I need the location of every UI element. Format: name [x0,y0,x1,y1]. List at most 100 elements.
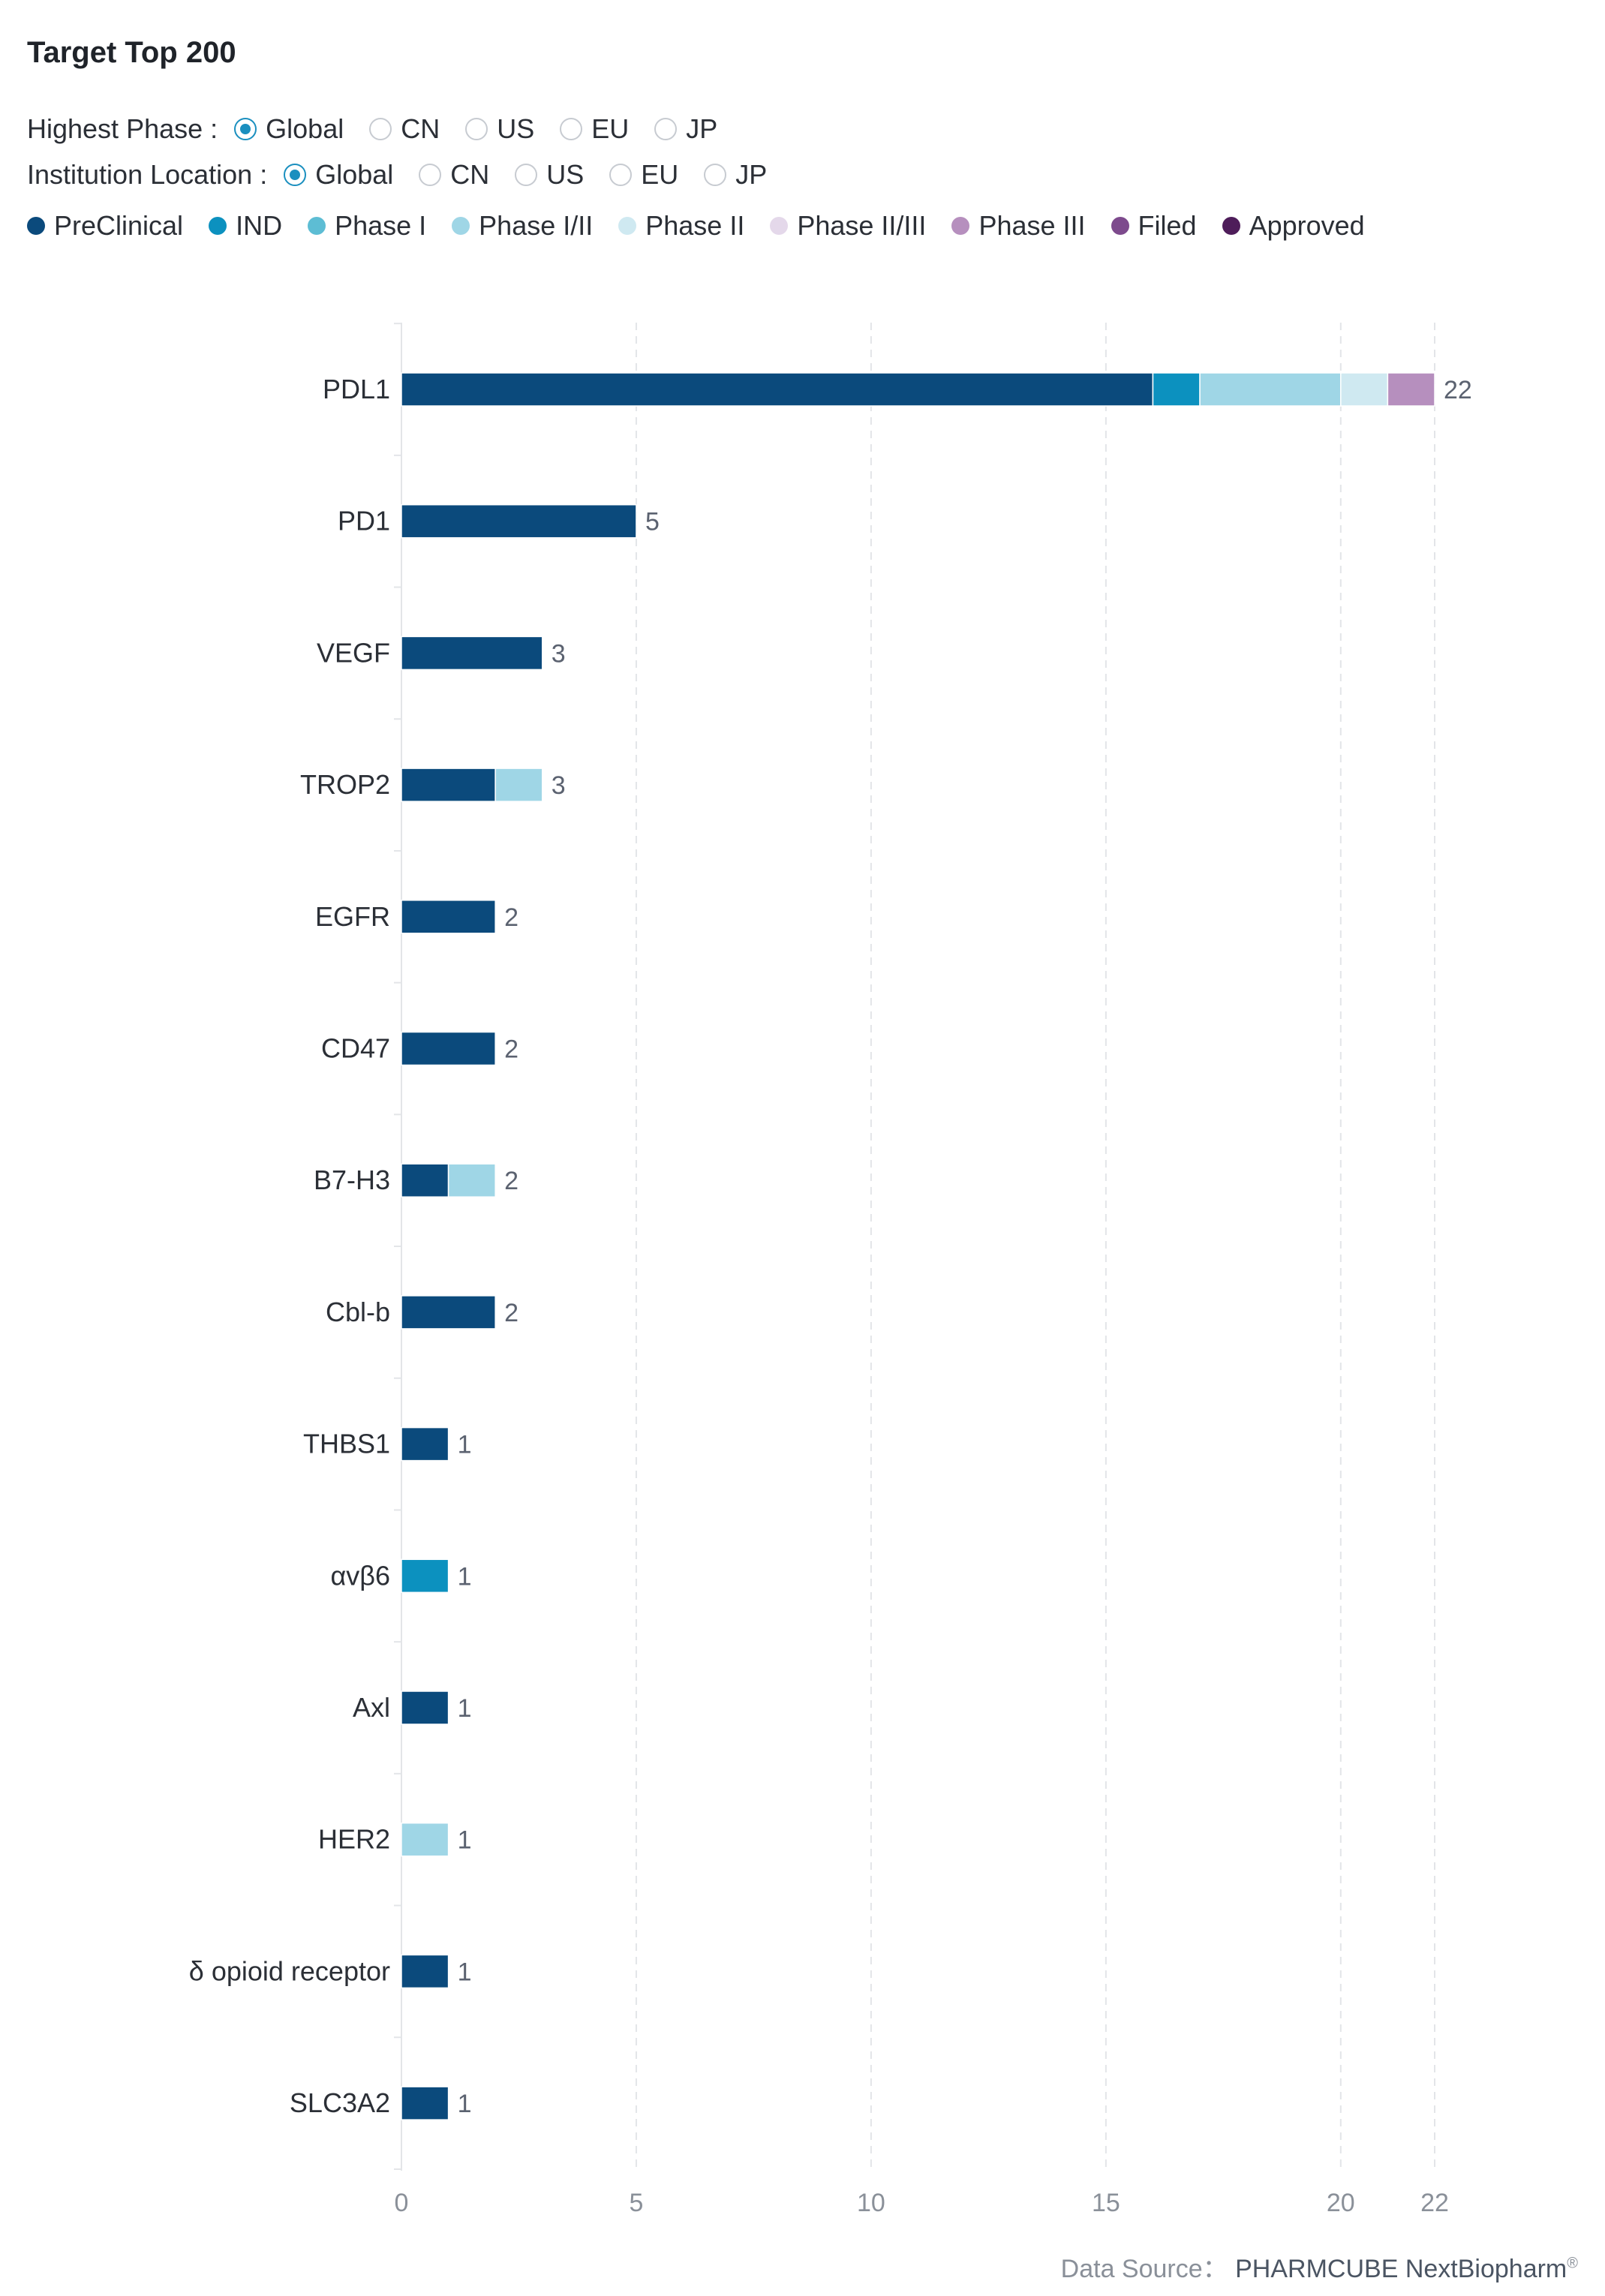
institution-location-option-global[interactable]: Global [284,159,393,191]
category-label: TROP2 [300,769,390,800]
category-label: EGFR [315,901,390,932]
bar-segment-preclinical[interactable] [401,1426,449,1462]
radio-button-icon[interactable] [465,118,488,140]
data-source-brand: PHARMCUBE NextBiopharm [1235,2255,1567,2283]
legend-label: Filed [1138,210,1197,241]
x-tick-label: 15 [1092,2189,1120,2217]
bar-segment-preclinical[interactable] [401,503,637,539]
bar-total-label: 2 [504,903,518,932]
legend-item-ind[interactable]: IND [209,210,282,242]
x-tick-label: 22 [1420,2189,1449,2217]
radio-button-icon[interactable] [560,118,583,140]
highest-phase-option-label: Global [266,113,344,144]
bar-segment-phase-i-ii[interactable] [447,1163,496,1198]
radio-button-icon[interactable] [419,164,442,186]
legend-dot-icon [1111,217,1129,235]
x-tick-label: 0 [395,2189,409,2217]
radio-button-icon[interactable] [609,164,633,186]
bar-segment-preclinical[interactable] [401,1954,449,1989]
bar-total-label: 1 [458,1694,472,1723]
bar-segment-preclinical[interactable] [401,636,543,671]
highest-phase-filter: Highest Phase : Global CN US EU JP [27,110,743,149]
highest-phase-option-global[interactable]: Global [234,113,344,145]
highest-phase-label: Highest Phase : [27,113,218,144]
radio-button-icon[interactable] [704,164,727,186]
legend-dot-icon [1222,217,1240,235]
legend-label: PreClinical [54,210,184,241]
bar-segment-preclinical[interactable] [401,1690,449,1725]
legend-item-phase-i-ii[interactable]: Phase I/II [452,210,593,242]
bar-segment-ind[interactable] [1152,372,1201,407]
category-label: PDL1 [323,374,390,404]
legend-item-phase-ii-iii[interactable]: Phase II/III [770,210,926,242]
bar-segment-preclinical[interactable] [401,900,496,934]
legend-dot-icon [951,217,970,235]
legend-label: Phase I [335,210,427,241]
bar-segment-preclinical[interactable] [401,1163,449,1198]
highest-phase-option-label: US [497,113,535,144]
bar-segment-preclinical[interactable] [401,1295,496,1330]
category-label: Axl [353,1692,390,1723]
category-label: THBS1 [303,1429,390,1459]
legend-label: Phase III [978,210,1086,241]
highest-phase-option-jp[interactable]: JP [654,113,717,145]
bar-total-label: 1 [458,2090,472,2118]
legend-dot-icon [27,217,45,235]
institution-location-filter: Institution Location : Global CN US EU JP [27,155,792,194]
highest-phase-option-label: CN [401,113,440,144]
bar-segment-phase-iii[interactable] [1387,372,1435,407]
radio-button-icon[interactable] [284,164,307,186]
institution-location-label: Institution Location : [27,159,268,190]
institution-location-option-cn[interactable]: CN [419,159,489,191]
legend-dot-icon [618,217,637,235]
legend-item-filed[interactable]: Filed [1111,210,1197,242]
bar-total-label: 2 [504,1167,518,1195]
radio-button-icon[interactable] [654,118,678,140]
institution-location-option-jp[interactable]: JP [704,159,767,191]
legend-item-preclinical[interactable]: PreClinical [27,210,183,242]
bar-segment-preclinical[interactable] [401,372,1154,407]
category-label: SLC3A2 [290,2087,390,2118]
highest-phase-option-us[interactable]: US [465,113,534,145]
highest-phase-option-cn[interactable]: CN [369,113,440,145]
bar-total-label: 1 [458,1958,472,1986]
highest-phase-option-eu[interactable]: EU [560,113,629,145]
institution-location-option-label: JP [735,159,768,190]
bar-segment-preclinical[interactable] [401,768,496,802]
institution-location-option-label: CN [450,159,490,190]
data-source: Data Source： PHARMCUBE NextBiopharm® [1061,2248,1578,2285]
legend-dot-icon [209,217,227,235]
legend-label: IND [236,210,283,241]
legend-label: Phase II [645,210,745,241]
radio-button-icon[interactable] [234,118,257,140]
legend-label: Phase II/III [797,210,927,241]
radio-button-icon[interactable] [515,164,538,186]
category-label: PD1 [338,506,390,536]
legend-item-phase-iii[interactable]: Phase III [951,210,1086,242]
legend-dot-icon [308,217,326,235]
category-label: CD47 [321,1033,390,1064]
institution-location-option-label: Global [315,159,394,190]
bar-total-label: 5 [645,508,660,536]
radio-button-icon[interactable] [369,118,392,140]
bar-segment-phase-ii[interactable] [1340,372,1389,407]
institution-location-option-us[interactable]: US [515,159,584,191]
institution-location-option-eu[interactable]: EU [609,159,678,191]
legend-item-phase-i[interactable]: Phase I [308,210,426,242]
legend-item-approved[interactable]: Approved [1222,210,1365,242]
bar-segment-preclinical[interactable] [401,1031,496,1066]
bar-segment-preclinical[interactable] [401,2086,449,2120]
legend-item-phase-ii[interactable]: Phase II [618,210,744,242]
highest-phase-option-label: EU [591,113,630,144]
category-label: Cbl-b [326,1297,390,1327]
bar-segment-phase-i-ii[interactable] [494,768,543,802]
legend-dot-icon [770,217,789,235]
category-label: δ opioid receptor [189,1955,390,1986]
bar-segment-ind[interactable] [401,1558,449,1594]
bar-total-label: 1 [458,1826,472,1855]
x-tick-label: 10 [857,2189,885,2217]
bar-segment-phase-i-ii[interactable] [1199,372,1342,407]
bar-segment-phase-i-ii[interactable] [401,1822,449,1857]
institution-location-option-label: EU [641,159,679,190]
bar-total-label: 3 [552,771,566,800]
